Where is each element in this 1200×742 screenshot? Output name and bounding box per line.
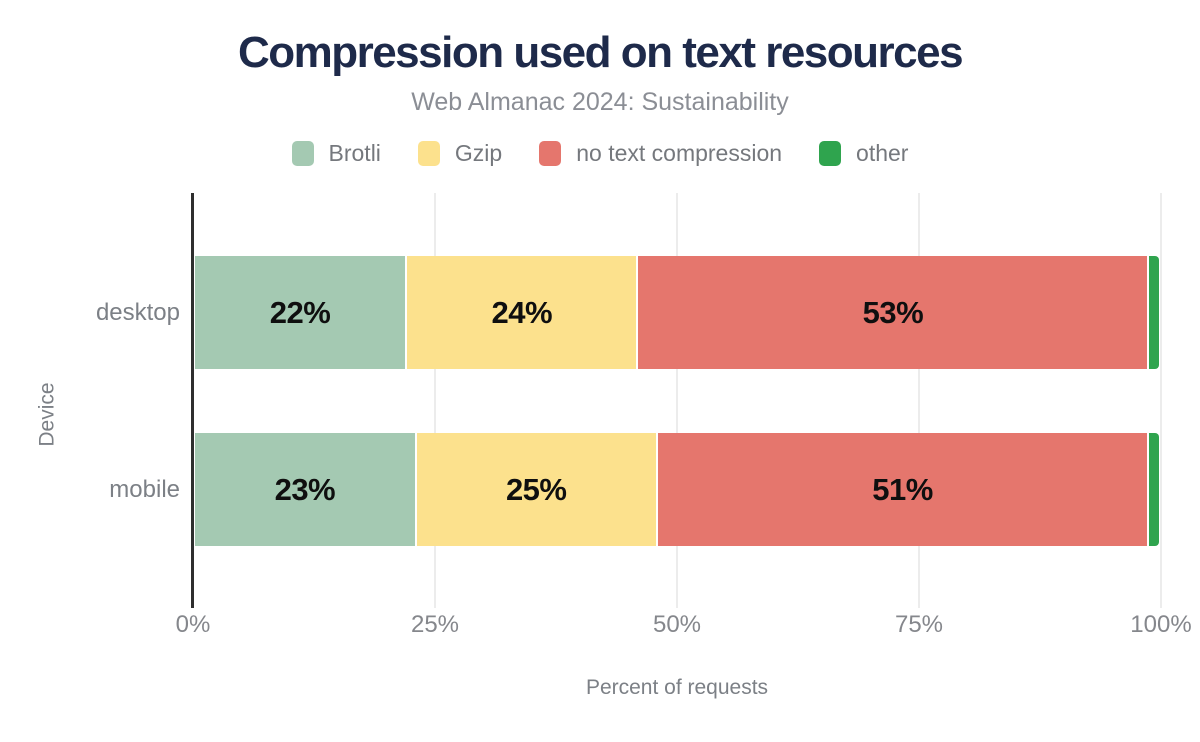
bar-segment-desktop-no-text-compression[interactable]: 53% bbox=[638, 256, 1150, 369]
bar-segment-desktop-gzip[interactable]: 24% bbox=[407, 256, 639, 369]
legend: Brotli Gzip no text compression other bbox=[0, 141, 1200, 166]
x-axis-title: Percent of requests bbox=[585, 676, 769, 699]
x-tick-label-75: 75% bbox=[894, 611, 944, 638]
bar-desktop: 22% 24% 53% bbox=[195, 256, 1159, 369]
y-category-label-desktop: desktop bbox=[95, 298, 180, 326]
gridline-100 bbox=[1160, 193, 1162, 608]
legend-swatch bbox=[539, 141, 562, 166]
y-axis-line bbox=[191, 193, 194, 608]
gridline-50 bbox=[676, 193, 678, 608]
bar-value-label: 51% bbox=[872, 471, 933, 507]
legend-item-no-text-compression: no text compression bbox=[539, 141, 782, 166]
legend-item-brotli: Brotli bbox=[291, 140, 381, 166]
bar-mobile: 23% 25% 51% bbox=[195, 433, 1159, 546]
bar-segment-mobile-other[interactable] bbox=[1149, 433, 1159, 546]
plot-area: 22% 24% 53% 23% 25% 51% bbox=[191, 193, 1162, 608]
x-tick-label-100: 100% bbox=[1130, 611, 1192, 638]
bar-segment-desktop-brotli[interactable]: 22% bbox=[195, 256, 408, 369]
bar-value-label: 23% bbox=[274, 471, 336, 507]
bar-value-label: 53% bbox=[862, 294, 924, 330]
legend-label: Gzip bbox=[454, 140, 503, 166]
gridline-25 bbox=[434, 193, 436, 608]
bar-segment-mobile-brotli[interactable]: 23% bbox=[195, 433, 417, 546]
legend-label: other bbox=[856, 140, 909, 166]
y-category-label-mobile: mobile bbox=[109, 475, 180, 503]
legend-swatch bbox=[819, 141, 842, 166]
x-tick-label-50: 50% bbox=[652, 611, 702, 638]
bar-value-label: 24% bbox=[491, 294, 553, 330]
bar-segment-desktop-other[interactable] bbox=[1149, 256, 1159, 369]
bar-value-label: 22% bbox=[269, 294, 331, 330]
y-axis-title: Device bbox=[35, 382, 59, 447]
chart-title: Compression used on text resources bbox=[237, 28, 964, 77]
gridline-75 bbox=[918, 193, 920, 608]
legend-label: no text compression bbox=[576, 140, 783, 166]
bar-segment-mobile-gzip[interactable]: 25% bbox=[416, 433, 658, 546]
chart-subtitle: Web Almanac 2024: Sustainability bbox=[411, 88, 789, 116]
legend-label: Brotli bbox=[328, 140, 381, 166]
x-tick-label-0: 0% bbox=[175, 611, 211, 638]
legend-swatch bbox=[291, 141, 314, 166]
legend-item-other: other bbox=[819, 141, 908, 166]
legend-swatch bbox=[417, 141, 440, 166]
bar-value-label: 25% bbox=[505, 471, 567, 507]
legend-item-gzip: Gzip bbox=[417, 140, 503, 166]
x-tick-label-25: 25% bbox=[410, 611, 460, 638]
bar-segment-mobile-no-text-compression[interactable]: 51% bbox=[657, 433, 1150, 546]
